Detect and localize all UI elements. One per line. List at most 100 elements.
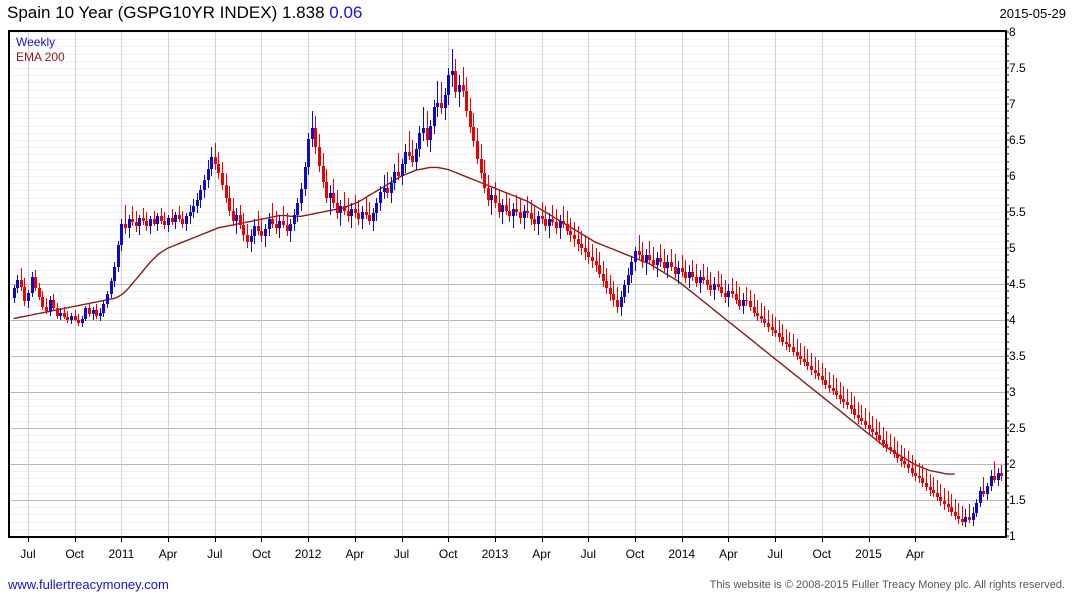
candle-wick — [369, 201, 370, 225]
candle-body — [160, 216, 163, 221]
candle-body — [519, 212, 522, 218]
gridline-minor-h — [10, 450, 1005, 451]
y-tick-minor — [1007, 225, 1009, 227]
gridline-minor-h — [10, 162, 1005, 163]
candle-body — [993, 475, 996, 480]
gridline-minor-h — [10, 39, 1005, 40]
candle-body — [846, 402, 849, 405]
site-url-link[interactable]: www.fullertreacymoney.com — [8, 577, 169, 592]
candle-body — [293, 214, 296, 224]
gridline-minor-h — [10, 478, 1005, 479]
gridline-major-h — [10, 428, 1005, 429]
candle-body — [239, 214, 242, 225]
gridline-minor-h — [10, 471, 1005, 472]
candle-wick — [879, 422, 880, 444]
candle-body — [573, 235, 576, 240]
candle-body — [677, 268, 680, 274]
x-tick-mark — [308, 538, 309, 542]
candle-body — [979, 491, 982, 503]
x-tick-label: 2013 — [481, 547, 509, 561]
candle-body — [476, 141, 479, 159]
candle-wick — [754, 294, 755, 318]
candle-body — [853, 409, 856, 416]
candle-wick — [890, 433, 891, 454]
candle-wick — [739, 286, 740, 310]
candle-body — [828, 384, 831, 388]
y-tick-minor — [1007, 96, 1009, 98]
gridline-minor-h — [10, 270, 1005, 271]
y-tick-minor — [1007, 290, 1009, 292]
candle-body — [569, 230, 572, 236]
y-tick-minor — [1007, 456, 1009, 458]
gridline-major-v — [915, 32, 916, 536]
candle-body — [609, 288, 612, 295]
candle-body — [778, 332, 781, 338]
gridline-minor-h — [10, 313, 1005, 314]
candle-wick — [330, 184, 331, 215]
gridline-major-v — [308, 32, 309, 536]
candle-body — [681, 268, 684, 273]
candle-body — [724, 292, 727, 297]
candle-body — [106, 294, 109, 305]
gridline-minor-h — [10, 219, 1005, 220]
candle-wick — [398, 152, 399, 181]
candle-body — [383, 187, 386, 192]
y-tick-minor — [1007, 506, 1009, 508]
candle-body — [235, 214, 238, 221]
gridline-minor-h — [10, 46, 1005, 47]
candle-body — [336, 203, 339, 214]
candle-wick — [534, 206, 535, 231]
candle-wick — [592, 243, 593, 269]
y-tick-mark — [1005, 427, 1009, 429]
candle-body — [357, 213, 360, 220]
gridline-minor-h — [10, 241, 1005, 242]
candle-wick — [807, 348, 808, 371]
candle-body — [623, 285, 626, 297]
candle-body — [257, 226, 260, 231]
candle-body — [260, 230, 263, 237]
candle-body — [454, 70, 457, 93]
candle-body — [1000, 472, 1003, 476]
candle-body — [882, 439, 885, 444]
candle-wick — [861, 404, 862, 426]
candle-wick — [746, 286, 747, 306]
gridline-minor-h — [10, 363, 1005, 364]
candle-body — [763, 318, 766, 323]
candle-body — [418, 132, 421, 149]
candle-body — [652, 259, 655, 266]
candle-body — [181, 219, 184, 224]
candle-wick — [552, 204, 553, 227]
candle-body — [429, 125, 432, 140]
gridline-major-h — [10, 284, 1005, 285]
y-tick-label: 6.5 — [1009, 133, 1026, 147]
y-tick-minor — [1007, 485, 1009, 487]
candle-body — [533, 219, 536, 224]
change-value: 0.06 — [329, 3, 363, 22]
y-tick-minor — [1007, 182, 1009, 184]
candle-body — [268, 219, 271, 230]
y-tick-minor — [1007, 348, 1009, 350]
candle-body — [997, 472, 1000, 480]
candle-body — [365, 212, 368, 215]
candle-wick — [143, 207, 144, 225]
candle-body — [282, 220, 285, 225]
candle-body — [415, 148, 418, 162]
candle-wick — [491, 187, 492, 215]
gridline-minor-h — [10, 147, 1005, 148]
x-tick-mark — [869, 538, 870, 542]
candle-wick — [179, 206, 180, 223]
candle-body — [785, 341, 788, 345]
candle-wick — [574, 222, 575, 247]
candle-body — [498, 203, 501, 212]
gridline-minor-h — [10, 183, 1005, 184]
candle-body — [246, 235, 249, 243]
candle-body — [674, 266, 677, 274]
chart-plot-area[interactable]: Weekly EMA 200 — [8, 30, 1007, 538]
chart-footer: www.fullertreacymoney.com This website i… — [0, 572, 1075, 600]
gridline-minor-h — [10, 190, 1005, 191]
y-tick-minor — [1007, 470, 1009, 472]
y-tick-minor — [1007, 341, 1009, 343]
gridline-minor-h — [10, 198, 1005, 199]
candle-wick — [886, 430, 887, 453]
candle-body — [824, 380, 827, 385]
